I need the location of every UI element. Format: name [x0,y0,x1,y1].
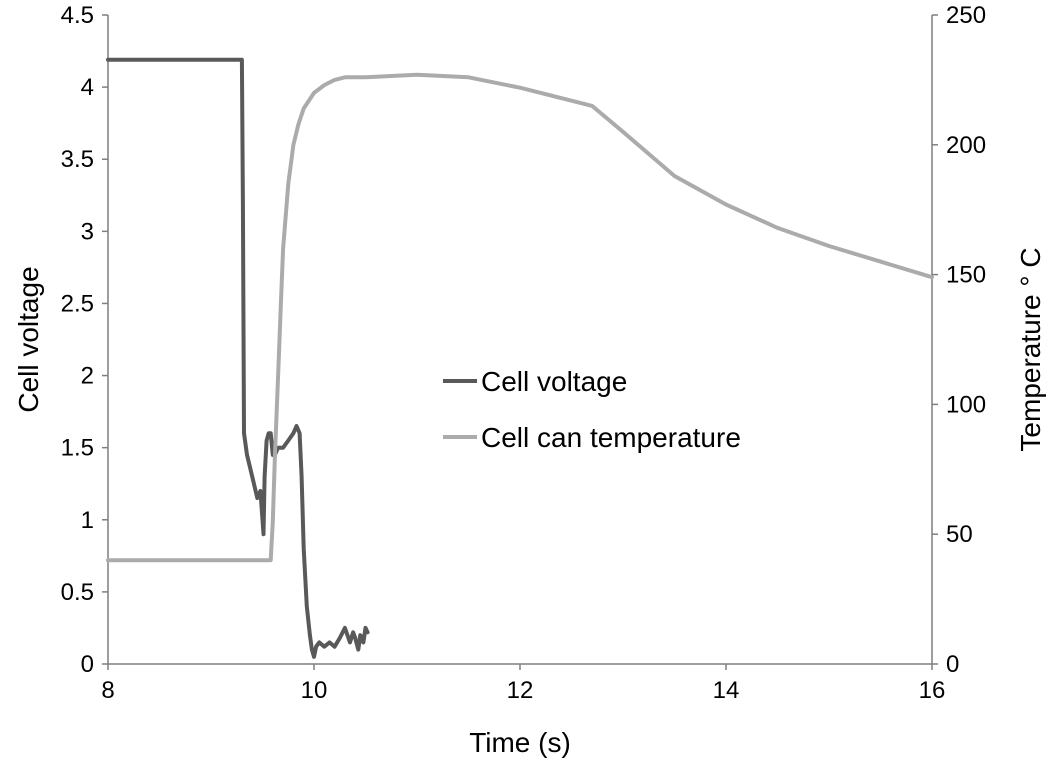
y-tick-label: 0.5 [61,579,94,606]
y2-tick-label: 0 [946,651,959,678]
y-tick-label: 4 [81,74,94,101]
y2-tick-label: 50 [946,521,973,548]
y2-axis-title: Temperature ° C [1015,247,1046,451]
x-tick-label: 12 [507,677,534,704]
legend-label-cell-can-temperature: Cell can temperature [481,422,741,453]
x-tick-label: 14 [713,677,740,704]
y-tick-label: 3.5 [61,146,94,173]
y-tick-label: 4.5 [61,2,94,29]
y-tick-label: 1 [81,507,94,534]
y-axis-title: Cell voltage [13,266,44,412]
y-tick-label: 2.5 [61,290,94,317]
y-tick-label: 2 [81,363,94,390]
y2-tick-label: 250 [946,2,986,29]
y2-tick-label: 100 [946,391,986,418]
y2-tick-label: 150 [946,262,986,289]
y-tick-label: 3 [81,218,94,245]
y-tick-label: 0 [81,651,94,678]
legend-label-cell-voltage: Cell voltage [481,366,627,397]
y-tick-label: 1.5 [61,435,94,462]
series-line-cell-voltage [106,57,370,659]
series-line-cell-can-temperature [106,72,934,563]
x-tick-label: 16 [919,677,946,704]
x-tick-label: 10 [301,677,328,704]
y2-tick-label: 200 [946,132,986,159]
x-axis-title: Time (s) [469,727,571,758]
x-tick-label: 8 [101,677,114,704]
